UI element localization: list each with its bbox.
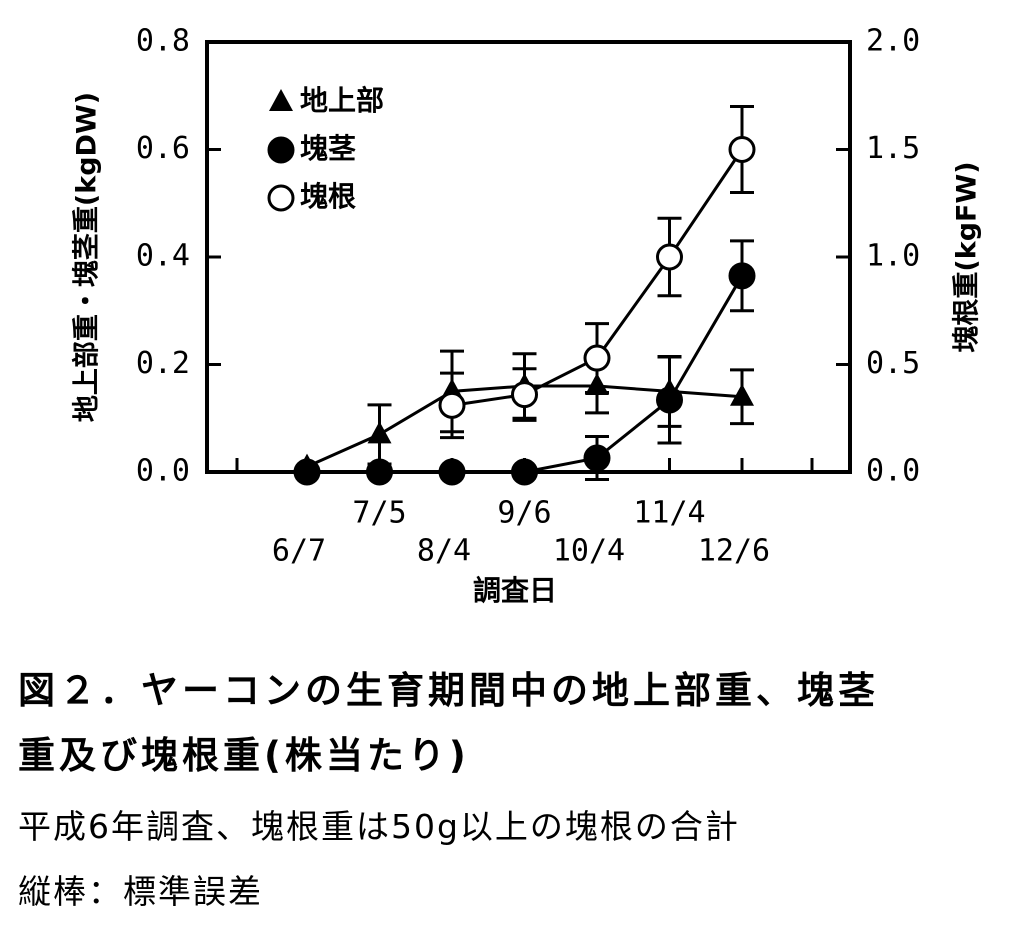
y-tick-label: 0.4 bbox=[136, 239, 190, 274]
y-tick-label: 0.8 bbox=[136, 24, 190, 59]
x-tick-label: 7/5 bbox=[352, 496, 406, 531]
y-tick-label: 0.6 bbox=[136, 131, 190, 166]
marker bbox=[293, 458, 321, 486]
chart: 調査日 地上部重・塊茎重(kgDW) 塊根重(kgFW) 0.0 0.2 0.4 0.… bbox=[71, 24, 983, 608]
y2-axis-label: 塊根重(kgFW) bbox=[952, 161, 983, 352]
y-tick-label: 0.2 bbox=[136, 346, 190, 381]
x-tick-label: 12/6 bbox=[698, 534, 770, 569]
marker bbox=[583, 344, 611, 372]
legend-label: 塊根 bbox=[300, 180, 356, 213]
marker bbox=[267, 136, 295, 164]
x-axis-label: 調査日 bbox=[473, 574, 557, 607]
marker bbox=[656, 386, 683, 414]
marker bbox=[267, 184, 295, 212]
y2-tick-label: 0.0 bbox=[866, 454, 920, 489]
marker bbox=[511, 458, 538, 486]
legend-label: 塊茎 bbox=[300, 132, 356, 165]
marker bbox=[583, 444, 611, 472]
x-tick-label: 10/4 bbox=[553, 534, 625, 569]
marker bbox=[730, 383, 754, 406]
marker bbox=[728, 136, 756, 163]
marker bbox=[367, 421, 392, 444]
x-tick-label: 6/7 bbox=[272, 534, 326, 569]
y-tick-label: 0.0 bbox=[136, 454, 190, 489]
y-axis-label: 地上部重・塊茎重(kgDW) bbox=[71, 92, 103, 422]
caption-note: 縦棒：標準誤差 bbox=[18, 872, 263, 911]
marker bbox=[438, 458, 466, 486]
y2-tick-label: 2.0 bbox=[866, 24, 920, 59]
y2-tick-label: 1.5 bbox=[866, 131, 920, 166]
caption-note: 平成6年調査、塊根重は50g以上の塊根の合計 bbox=[18, 807, 740, 846]
marker bbox=[366, 458, 393, 486]
marker bbox=[728, 262, 756, 290]
y2-tick-label: 0.5 bbox=[866, 346, 920, 381]
x-tick-label: 8/4 bbox=[417, 534, 471, 569]
caption-title: 図２．ヤーコンの生育期間中の地上部重、塊茎 bbox=[18, 669, 879, 712]
marker bbox=[269, 89, 293, 111]
x-tick-label: 11/4 bbox=[633, 496, 705, 531]
marker bbox=[438, 391, 466, 419]
marker bbox=[511, 381, 538, 409]
x-tick-label: 9/6 bbox=[497, 496, 551, 531]
caption-title: 重及び塊根重(株当たり) bbox=[18, 734, 470, 777]
legend-label: 地上部 bbox=[300, 84, 384, 117]
y2-tick-label: 1.0 bbox=[866, 239, 920, 274]
marker bbox=[656, 243, 683, 271]
